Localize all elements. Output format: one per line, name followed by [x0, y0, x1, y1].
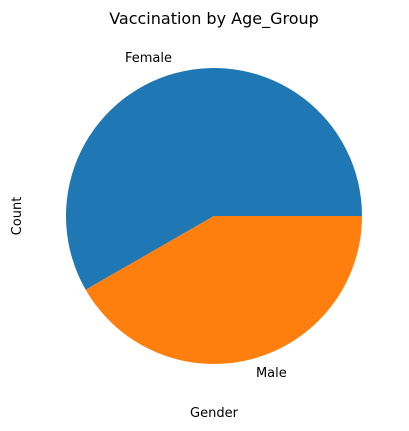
- pie-slice-female: [65, 67, 362, 290]
- x-axis-label: Gender: [190, 406, 239, 421]
- chart-title: Vaccination by Age_Group: [109, 9, 319, 29]
- y-axis-label: Count: [10, 197, 25, 236]
- pie-label-male: Male: [256, 366, 287, 381]
- pie-label-female: Female: [125, 51, 172, 66]
- pie-slice-labels: Female Male: [125, 51, 287, 381]
- pie-slices: [65, 67, 363, 364]
- pie-slice-male: [85, 216, 363, 364]
